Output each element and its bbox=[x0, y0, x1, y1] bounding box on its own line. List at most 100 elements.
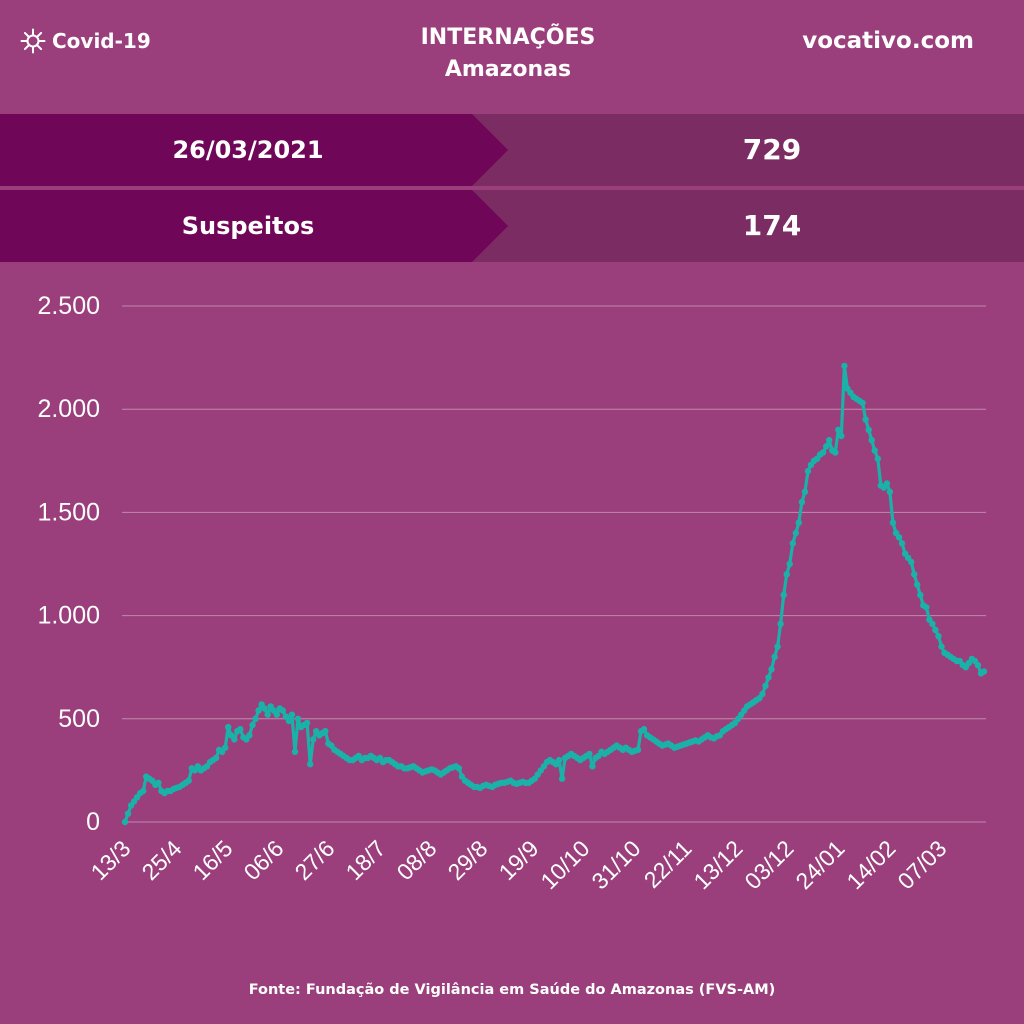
data-point bbox=[140, 787, 147, 795]
data-point bbox=[841, 362, 848, 370]
data-point bbox=[759, 690, 766, 698]
y-tick-label: 1.500 bbox=[37, 498, 100, 526]
data-point bbox=[868, 437, 875, 444]
page-title: INTERNAÇÕES Amazonas bbox=[0, 22, 1016, 86]
data-point bbox=[288, 711, 296, 718]
x-tick-label: 10/10 bbox=[535, 835, 594, 894]
series-line bbox=[123, 364, 985, 823]
data-point bbox=[832, 449, 839, 456]
x-tick-label: 16/5 bbox=[187, 835, 237, 885]
data-point bbox=[231, 736, 238, 743]
site-name: vocativo.com bbox=[802, 28, 974, 54]
data-point bbox=[252, 715, 259, 722]
x-tick-label: 29/8 bbox=[442, 835, 492, 885]
data-point bbox=[285, 717, 293, 725]
data-point bbox=[895, 534, 903, 541]
data-point bbox=[273, 711, 280, 718]
data-point bbox=[261, 705, 268, 712]
line-chart: 2.500 2.000 1.500 1.000 500 013/3 25/4 16/5 06/6… bbox=[37, 292, 988, 894]
x-tick-label: 31/10 bbox=[586, 835, 645, 894]
data-point bbox=[823, 443, 830, 450]
data-point bbox=[558, 775, 566, 782]
data-point bbox=[246, 732, 253, 739]
data-point bbox=[889, 519, 897, 526]
x-tick-label: 14/02 bbox=[841, 835, 900, 894]
x-tick-label: 13/3 bbox=[85, 835, 135, 885]
data-point bbox=[786, 560, 793, 568]
summary-suspects-label: Suspeitos bbox=[181, 212, 315, 240]
data-point bbox=[768, 666, 775, 673]
data-point bbox=[121, 818, 129, 826]
data-point bbox=[923, 604, 930, 611]
data-point bbox=[322, 728, 329, 735]
data-point bbox=[908, 558, 915, 566]
data-point bbox=[264, 711, 271, 718]
data-point bbox=[307, 761, 314, 768]
brand: Covid-19 bbox=[20, 28, 151, 54]
summary-band-left bbox=[0, 114, 508, 186]
virus-icon bbox=[20, 28, 46, 54]
data-point bbox=[185, 777, 192, 784]
data-point bbox=[874, 455, 881, 462]
data-point bbox=[871, 447, 878, 454]
data-point bbox=[279, 707, 286, 714]
data-point bbox=[935, 633, 942, 640]
data-point bbox=[774, 643, 781, 650]
summary-band-right bbox=[472, 114, 1024, 186]
data-point bbox=[911, 571, 918, 578]
x-tick-label: 06/6 bbox=[238, 835, 288, 885]
y-tick-label: 0 bbox=[86, 808, 100, 836]
data-point bbox=[255, 707, 262, 714]
data-point bbox=[555, 756, 563, 764]
data-point bbox=[765, 674, 772, 681]
data-point bbox=[914, 581, 921, 588]
summary-band-date: 26/03/2021 729 bbox=[0, 114, 1024, 186]
data-point bbox=[249, 721, 256, 729]
data-point bbox=[804, 467, 812, 475]
data-point bbox=[838, 432, 845, 440]
title-line-2: Amazonas bbox=[444, 57, 572, 82]
data-point bbox=[883, 480, 891, 487]
data-point bbox=[917, 591, 924, 599]
y-tick-label: 2.000 bbox=[37, 395, 100, 423]
summary-date-label: 26/03/2021 bbox=[172, 136, 324, 164]
data-point bbox=[212, 754, 220, 762]
data-point bbox=[777, 620, 784, 628]
data-point bbox=[819, 449, 827, 456]
data-point bbox=[771, 653, 778, 661]
data-point bbox=[795, 519, 802, 526]
x-tick-label: 08/8 bbox=[391, 835, 441, 885]
data-point bbox=[222, 744, 229, 751]
y-tick-label: 2.500 bbox=[37, 292, 100, 320]
data-point bbox=[586, 750, 593, 758]
data-point bbox=[898, 540, 906, 547]
data-point bbox=[826, 437, 833, 444]
y-tick-label: 1.000 bbox=[37, 602, 100, 630]
y-tick-label: 500 bbox=[58, 705, 100, 733]
data-point bbox=[801, 488, 809, 495]
x-tick-label: 13/12 bbox=[688, 835, 747, 894]
x-tick-label: 22/11 bbox=[639, 835, 697, 893]
summary-suspects-value: 174 bbox=[742, 209, 802, 242]
brand-label: Covid-19 bbox=[52, 29, 151, 53]
summary-date-value: 729 bbox=[742, 133, 802, 166]
data-point bbox=[303, 719, 311, 727]
data-point bbox=[291, 748, 299, 755]
data-point bbox=[974, 661, 982, 669]
data-point bbox=[225, 723, 232, 731]
data-point bbox=[589, 763, 596, 770]
x-tick-label: 07/03 bbox=[892, 835, 951, 894]
data-point bbox=[792, 529, 799, 537]
x-tick-label: 03/12 bbox=[739, 835, 798, 894]
x-tick-label: 27/6 bbox=[289, 835, 339, 885]
data-point bbox=[886, 488, 894, 495]
data-point bbox=[124, 810, 132, 817]
x-tick-label: 25/4 bbox=[136, 835, 186, 885]
data-point bbox=[798, 498, 806, 506]
data-point bbox=[294, 715, 302, 722]
data-point bbox=[455, 765, 463, 772]
summary-band-suspects: Suspeitos 174 bbox=[0, 190, 1024, 262]
title-line-1: INTERNAÇÕES bbox=[420, 25, 596, 50]
data-point bbox=[862, 416, 869, 423]
data-point bbox=[783, 571, 790, 578]
